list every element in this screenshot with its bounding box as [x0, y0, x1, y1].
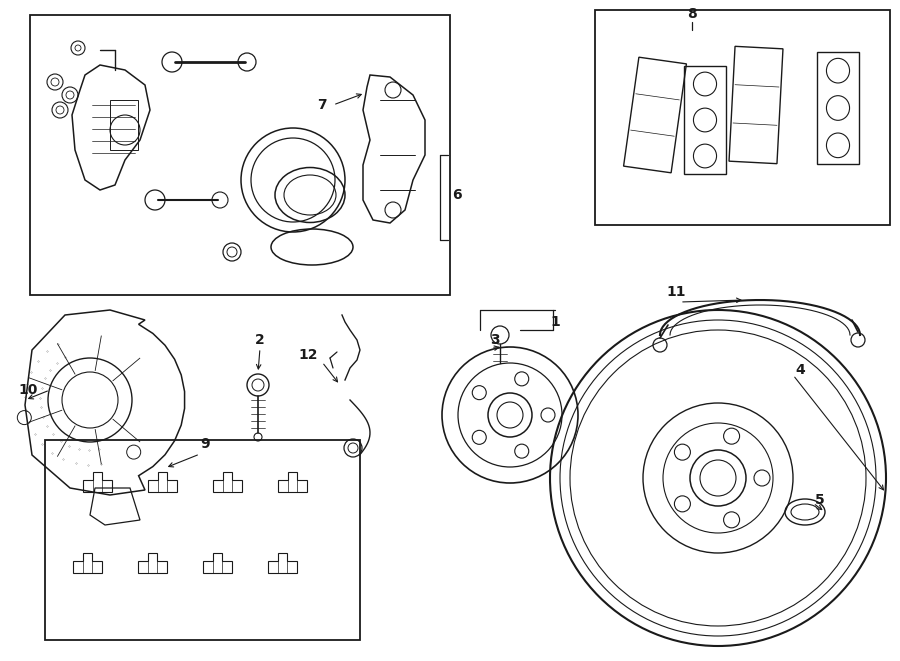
Bar: [45, 440, 360, 640]
Text: 12: 12: [298, 348, 318, 362]
Text: 9: 9: [200, 437, 210, 451]
Text: 1: 1: [550, 315, 560, 329]
Text: 7: 7: [317, 98, 327, 112]
Text: 11: 11: [666, 285, 686, 299]
Text: 10: 10: [18, 383, 38, 397]
Bar: [30, 15, 450, 295]
Text: 4: 4: [795, 363, 805, 377]
Text: 5: 5: [815, 493, 825, 507]
Text: 6: 6: [452, 188, 462, 202]
Text: 3: 3: [491, 333, 500, 347]
Text: 2: 2: [255, 333, 265, 347]
Text: 8: 8: [687, 7, 697, 21]
Bar: [595, 10, 890, 225]
